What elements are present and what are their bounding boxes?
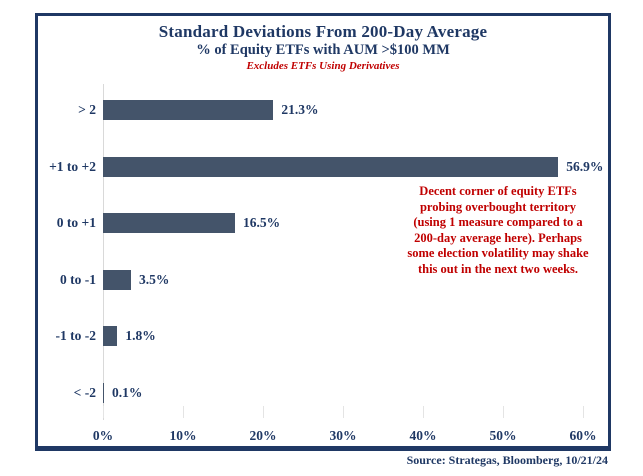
- value-label: 21.3%: [281, 102, 319, 117]
- annotation: Decent corner of equity ETFs probing over…: [378, 184, 618, 277]
- x-tick-mark: [583, 406, 584, 418]
- plot-area: > 2 21.3% +1 to +2 56.9% 0 to +1 16.5% 0 to -1…: [49, 84, 603, 443]
- chart-title: Standard Deviations From 200-Day Average: [158, 22, 488, 41]
- annotation-line: some election volatility may shake: [407, 246, 589, 260]
- annotation-line: (using 1 measure compared to a: [413, 215, 583, 229]
- x-axis-tick-label: 0%: [92, 428, 114, 443]
- value-label: 56.9%: [566, 158, 604, 174]
- x-tick-mark: [343, 406, 344, 418]
- category-label: -1 to -2: [55, 328, 97, 343]
- x-axis-tick-label: 10%: [169, 428, 197, 443]
- category-label: < -2: [73, 384, 96, 400]
- y-axis-line: [103, 84, 104, 420]
- bar-row: -1 to -2 1.8%: [56, 326, 583, 346]
- x-axis-tick-label: 60%: [569, 428, 597, 443]
- x-tick-mark: [263, 406, 264, 418]
- x-axis-tick-label: 40%: [409, 428, 437, 443]
- category-label: 0 to +1: [56, 215, 96, 230]
- annotation-line: probing overbought territory: [419, 199, 576, 214]
- category-label: 0 to -1: [60, 271, 96, 287]
- value-label: 1.8%: [125, 328, 156, 343]
- value-label: 0.1%: [112, 384, 143, 400]
- bar: [103, 213, 235, 233]
- x-tick-mark: [423, 406, 424, 418]
- bar: [103, 100, 274, 120]
- bar-row: 0 to -1 3.5%: [60, 269, 583, 290]
- bar: [103, 382, 104, 403]
- value-label: 16.5%: [243, 215, 281, 230]
- x-tick-mark: [503, 406, 504, 418]
- x-axis-tick-label: 50%: [489, 428, 517, 443]
- chart-note: Excludes ETFs Using Derivatives: [246, 60, 400, 72]
- annotation-line: 200-day average here). Perhaps: [414, 230, 582, 245]
- annotation-line: Decent corner of equity ETFs: [419, 184, 577, 198]
- x-axis-tick-label: 20%: [249, 428, 277, 443]
- bar-row: < -2 0.1%: [74, 382, 583, 403]
- bar-row: 0 to +1 16.5%: [57, 213, 583, 233]
- source-credit: Source: Strategas, Bloomberg, 10/21/24: [406, 453, 608, 467]
- x-axis-tick-label: 30%: [329, 428, 357, 443]
- bar: [103, 269, 131, 290]
- category-label: +1 to +2: [49, 158, 96, 174]
- bar-row: > 2 21.3%: [78, 100, 583, 120]
- chart-frame: Standard Deviations From 200-Day Average…: [35, 13, 611, 451]
- x-tick-mark: [183, 406, 184, 418]
- chart-subtitle: % of Equity ETFs with AUM >$100 MM: [196, 42, 450, 58]
- bar-row: +1 to +2 56.9%: [49, 156, 603, 177]
- bar: [103, 156, 559, 177]
- x-tick-mark: [103, 406, 104, 418]
- category-label: > 2: [78, 102, 96, 117]
- value-label: 3.5%: [139, 271, 170, 287]
- annotation-line: this out in the next two weeks.: [417, 261, 579, 276]
- bar: [103, 326, 118, 346]
